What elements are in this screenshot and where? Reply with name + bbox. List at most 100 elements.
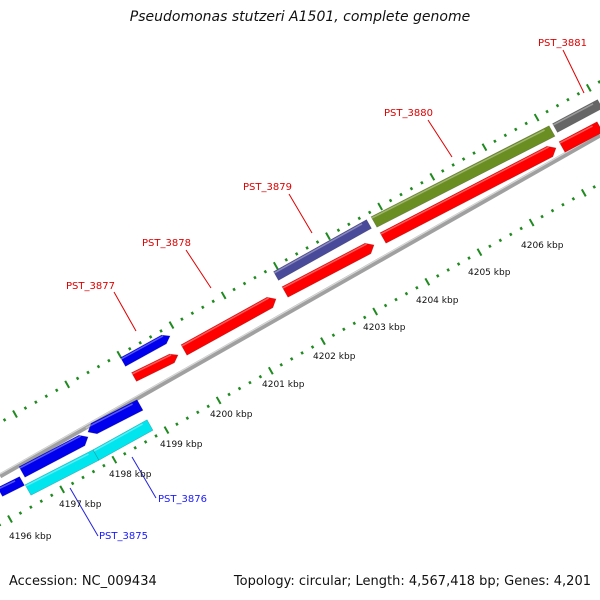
lower-tick bbox=[489, 245, 490, 247]
lower-tick bbox=[312, 346, 313, 348]
upper-tick bbox=[222, 292, 226, 299]
upper-tick bbox=[378, 203, 382, 210]
gene-label-pst-3877[interactable]: PST_3877 bbox=[66, 281, 115, 292]
callout-pst-3878 bbox=[186, 250, 211, 288]
lower-tick bbox=[395, 298, 396, 300]
lower-tick bbox=[249, 381, 250, 383]
lower-tick bbox=[301, 352, 302, 354]
gene-label-pst-3881[interactable]: PST_3881 bbox=[538, 38, 587, 49]
upper-tick bbox=[505, 134, 506, 136]
upper-tick bbox=[463, 158, 464, 160]
scale-label-4197: 4197 kbp bbox=[59, 500, 102, 510]
callout-pst-3877 bbox=[114, 292, 136, 331]
gene-label-pst-3880[interactable]: PST_3880 bbox=[384, 108, 433, 119]
lower-tick bbox=[93, 470, 94, 472]
upper-tick bbox=[25, 407, 26, 409]
upper-tick bbox=[326, 233, 330, 240]
tick-row-lower bbox=[0, 180, 600, 526]
upper-tick bbox=[265, 270, 266, 272]
backbone-highlight bbox=[0, 133, 600, 474]
lower-tick bbox=[217, 397, 221, 404]
upper-tick bbox=[390, 199, 391, 201]
upper-tick bbox=[359, 217, 360, 219]
upper-tick bbox=[202, 306, 203, 308]
upper-tick bbox=[400, 193, 401, 195]
lower-tick bbox=[291, 358, 292, 360]
upper-tick bbox=[578, 93, 579, 95]
lower-tick bbox=[60, 486, 64, 493]
scale-label-4205: 4205 kbp bbox=[468, 268, 511, 278]
callout-pst-3881 bbox=[563, 50, 584, 93]
gene-label-pst-3879[interactable]: PST_3879 bbox=[243, 182, 292, 193]
lower-tick bbox=[500, 239, 501, 241]
cds-block-4-shine bbox=[381, 147, 549, 234]
upper-tick bbox=[348, 223, 349, 225]
upper-tick bbox=[35, 401, 36, 403]
upper-tick bbox=[369, 211, 370, 213]
lower-tick bbox=[239, 387, 240, 389]
lower-tick bbox=[208, 405, 209, 407]
lower-tick bbox=[165, 427, 169, 434]
gene-label-pst-3876[interactable]: PST_3876 bbox=[158, 494, 207, 505]
lower-tick bbox=[145, 441, 146, 443]
upper-tick bbox=[286, 259, 287, 261]
lower-tick bbox=[510, 233, 511, 235]
lower-tick bbox=[155, 435, 156, 437]
upper-tick bbox=[87, 371, 88, 373]
lower-tick bbox=[135, 447, 136, 449]
lower-tick bbox=[8, 516, 12, 523]
upper-tick bbox=[56, 389, 57, 391]
lower-tick bbox=[187, 417, 188, 419]
scale-label-4201: 4201 kbp bbox=[262, 380, 305, 390]
upper-tick bbox=[494, 140, 495, 142]
callout-pst-3879 bbox=[289, 194, 312, 233]
scale-label-4204: 4204 kbp bbox=[416, 296, 459, 306]
lower-tick bbox=[30, 506, 31, 508]
lower-tick bbox=[552, 209, 553, 211]
lower-tick bbox=[112, 456, 116, 463]
upper-tick bbox=[233, 288, 234, 290]
lower-tick bbox=[343, 328, 344, 330]
lower-tick bbox=[260, 375, 261, 377]
upper-tick bbox=[452, 164, 453, 166]
lower-tick bbox=[447, 269, 448, 271]
lower-tick bbox=[437, 275, 438, 277]
callout-pst-3880 bbox=[428, 120, 452, 157]
upper-tick bbox=[181, 318, 182, 320]
lower-tick bbox=[468, 257, 469, 259]
lower-tick bbox=[364, 316, 365, 318]
upper-tick bbox=[587, 84, 591, 91]
gene-label-pst-3875[interactable]: PST_3875 bbox=[99, 531, 148, 542]
lower-tick bbox=[82, 476, 83, 478]
cds-block-4[interactable] bbox=[380, 146, 556, 243]
upper-tick bbox=[526, 122, 527, 124]
upper-tick bbox=[411, 187, 412, 189]
upper-tick bbox=[13, 411, 17, 418]
tick-row-upper bbox=[4, 81, 600, 421]
upper-tick bbox=[46, 395, 47, 397]
upper-tick bbox=[77, 377, 78, 379]
lower-tick bbox=[41, 500, 42, 502]
upper-tick bbox=[192, 312, 193, 314]
lower-tick bbox=[594, 186, 595, 188]
upper-tick bbox=[140, 342, 141, 344]
scale-label-4198: 4198 kbp bbox=[109, 470, 152, 480]
lower-tick bbox=[406, 292, 407, 294]
upper-tick bbox=[4, 419, 5, 421]
upper-tick bbox=[170, 322, 174, 329]
lower-tick bbox=[321, 338, 325, 345]
cds-block-2-shine bbox=[182, 298, 269, 346]
upper-tick bbox=[430, 173, 434, 180]
gene-label-pst-3878[interactable]: PST_3878 bbox=[142, 238, 191, 249]
scale-label-4203: 4203 kbp bbox=[363, 323, 406, 333]
lower-tick bbox=[228, 393, 229, 395]
lower-tick bbox=[51, 494, 52, 496]
lower-tick bbox=[541, 215, 542, 217]
genome-map[interactable]: PST_3875 PST_3876 PST_3877 PST_3878 PST_… bbox=[0, 0, 600, 600]
lower-tick bbox=[425, 278, 429, 285]
scale-label-4199: 4199 kbp bbox=[160, 440, 203, 450]
lower-tick bbox=[573, 198, 574, 200]
genome-summary-text: Topology: circular; Length: 4,567,418 bp… bbox=[234, 574, 591, 589]
upper-tick bbox=[98, 365, 99, 367]
upper-tick bbox=[317, 241, 318, 243]
